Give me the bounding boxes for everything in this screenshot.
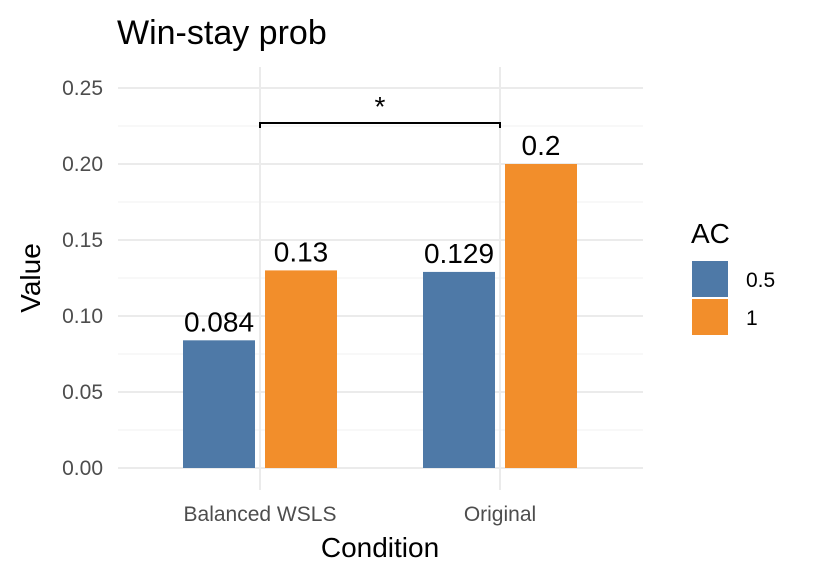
legend-label: 1 <box>746 307 758 330</box>
data-label: 0.2 <box>522 130 561 161</box>
y-axis-title: Value <box>15 243 46 313</box>
bars <box>183 164 577 468</box>
x-axis-title: Condition <box>321 532 439 563</box>
significance-marker: * <box>375 91 386 122</box>
data-label: 0.13 <box>274 236 329 267</box>
bar <box>265 270 337 468</box>
axes: 0.00 0.05 0.10 0.15 0.20 0.25 Balanced WSLS Ori… <box>62 77 536 526</box>
y-tick-label: 0.15 <box>62 229 103 252</box>
x-tick-label: Original <box>464 503 536 526</box>
data-label: 0.084 <box>184 306 254 337</box>
x-tick-label: Balanced WSLS <box>184 503 337 526</box>
significance-bracket <box>259 121 501 128</box>
y-tick-label: 0.20 <box>62 153 103 176</box>
legend-label: 0.5 <box>746 269 775 292</box>
data-label: 0.129 <box>424 238 494 269</box>
data-labels: 0.084 0.129 0.13 0.2 <box>184 130 561 337</box>
y-tick-label: 0.25 <box>62 77 103 100</box>
legend-key <box>692 299 728 335</box>
legend-title: AC <box>691 218 730 249</box>
legend: AC 0.5 1 <box>691 218 775 335</box>
y-tick-label: 0.05 <box>62 381 103 404</box>
significance-annotation: * <box>259 91 501 128</box>
bar <box>505 164 577 468</box>
chart-title: Win-stay prob <box>117 14 327 52</box>
bar <box>183 340 255 468</box>
legend-key <box>692 261 728 297</box>
bar <box>423 271 495 468</box>
y-tick-label: 0.00 <box>62 457 103 480</box>
y-tick-label: 0.10 <box>62 305 103 328</box>
